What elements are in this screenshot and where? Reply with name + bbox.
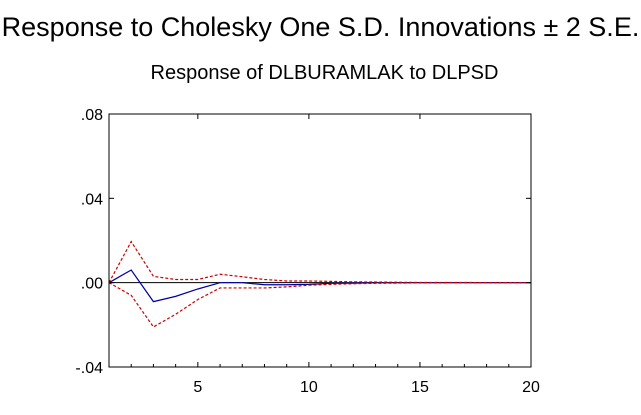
x-tick-label: 15: [411, 379, 429, 396]
x-tick-label: 20: [522, 379, 540, 396]
x-tick-label: 10: [300, 379, 318, 396]
y-tick-label: .08: [81, 107, 103, 124]
x-tick-label: 5: [193, 379, 202, 396]
series-line-lower-band: [108, 282, 531, 328]
chart-main-title: Response to Cholesky One S.D. Innovation…: [1, 12, 640, 42]
series-line-response: [108, 269, 531, 303]
chart-subtitle: Response of DLBURAMLAK to DLPSD: [150, 62, 499, 84]
y-tick-label: -.04: [75, 360, 103, 377]
y-tick-label: .00: [81, 276, 103, 293]
series-line-upper-band: [108, 240, 531, 284]
y-tick-label: .04: [81, 191, 103, 208]
plot-frame: [108, 113, 532, 368]
